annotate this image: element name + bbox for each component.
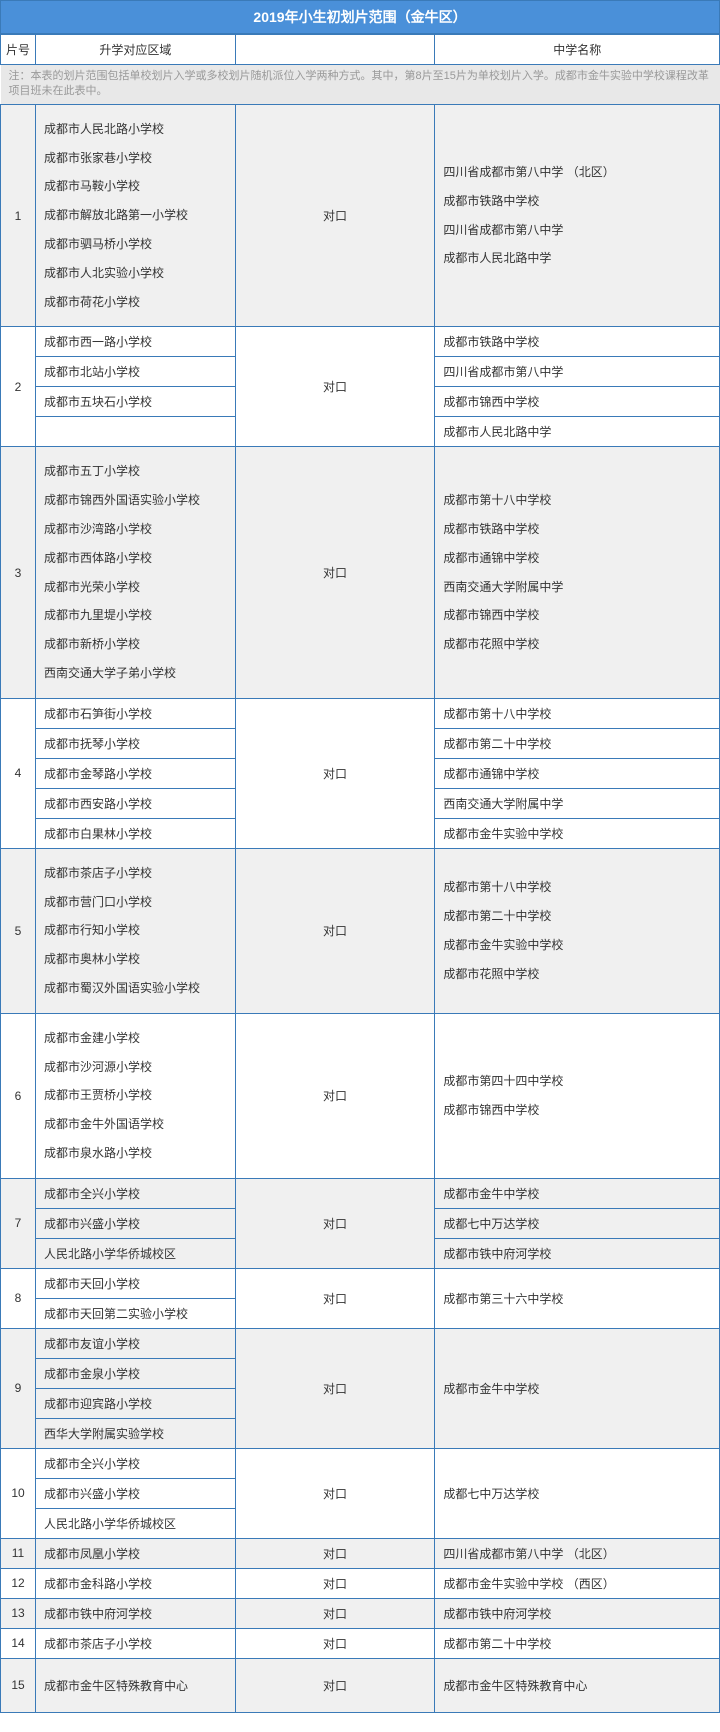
school-cell: 成都市金牛区特殊教育中心 — [35, 1658, 235, 1712]
mid-cell: 对口 — [235, 1568, 435, 1598]
mid-cell: 对口 — [235, 104, 435, 327]
header-area: 升学对应区域 — [35, 35, 235, 65]
school-cell: 西华大学附属实验学校 — [35, 1418, 235, 1448]
header-row: 片号 升学对应区域 中学名称 — [1, 35, 720, 65]
school-cell: 成都市天回小学校 — [35, 1268, 235, 1298]
mid-cell: 对口 — [235, 1628, 435, 1658]
mid-cell: 对口 — [235, 1013, 435, 1178]
ms-cell: 成都市第十八中学校 成都市第二十中学校 成都市金牛实验中学校 成都市花照中学校 — [435, 848, 720, 1013]
school-cell: 成都市兴盛小学校 — [35, 1208, 235, 1238]
school-cell: 成都市抚琴小学校 — [35, 728, 235, 758]
ms-cell: 西南交通大学附属中学 — [435, 788, 720, 818]
ms-cell: 成都七中万达学校 — [435, 1448, 720, 1538]
school-cell: 人民北路小学华侨城校区 — [35, 1238, 235, 1268]
school-cell: 成都市友谊小学校 — [35, 1328, 235, 1358]
ms-cell: 成都市第二十中学校 — [435, 1628, 720, 1658]
school-cell: 成都市全兴小学校 — [35, 1448, 235, 1478]
ms-cell: 成都市金牛区特殊教育中心 — [435, 1658, 720, 1712]
zone-num: 2 — [1, 327, 36, 447]
header-ms: 中学名称 — [435, 35, 720, 65]
header-num: 片号 — [1, 35, 36, 65]
school-cell: 成都市金科路小学校 — [35, 1568, 235, 1598]
mid-cell: 对口 — [235, 848, 435, 1013]
zone-num: 7 — [1, 1178, 36, 1268]
ms-cell: 四川省成都市第八中学 （北区） 成都市铁路中学校 四川省成都市第八中学 成都市人… — [435, 104, 720, 327]
zone-table: 片号 升学对应区域 中学名称 注：本表的划片范围包括单校划片入学或多校划片随机派… — [0, 34, 720, 1713]
zone-num: 3 — [1, 447, 36, 698]
ms-cell: 成都市金牛中学校 — [435, 1328, 720, 1448]
mid-cell: 对口 — [235, 1328, 435, 1448]
school-cell: 成都市全兴小学校 — [35, 1178, 235, 1208]
mid-cell: 对口 — [235, 327, 435, 447]
zone-num: 12 — [1, 1568, 36, 1598]
ms-cell: 成都市第三十六中学校 — [435, 1268, 720, 1328]
mid-cell: 对口 — [235, 447, 435, 698]
school-cell: 成都市茶店子小学校 成都市营门口小学校 成都市行知小学校 成都市奥林小学校 成都… — [35, 848, 235, 1013]
ms-cell: 成都市第十八中学校 — [435, 698, 720, 728]
school-cell: 成都市天回第二实验小学校 — [35, 1298, 235, 1328]
mid-cell: 对口 — [235, 1538, 435, 1568]
ms-cell: 成都市铁路中学校 — [435, 327, 720, 357]
school-cell: 成都市迎宾路小学校 — [35, 1388, 235, 1418]
note-text: 注：本表的划片范围包括单校划片入学或多校划片随机派位入学两种方式。其中，第8片至… — [1, 65, 720, 105]
ms-cell: 成都市第四十四中学校 成都市锦西中学校 — [435, 1013, 720, 1178]
school-cell — [35, 417, 235, 447]
table-title: 2019年小生初划片范围（金牛区） — [0, 0, 720, 34]
school-cell: 成都市石笋街小学校 — [35, 698, 235, 728]
school-cell: 成都市西安路小学校 — [35, 788, 235, 818]
ms-cell: 成都市金牛中学校 — [435, 1178, 720, 1208]
school-cell: 成都市茶店子小学校 — [35, 1628, 235, 1658]
zone-num: 15 — [1, 1658, 36, 1712]
school-cell: 成都市白果林小学校 — [35, 818, 235, 848]
ms-cell: 成都市铁中府河学校 — [435, 1598, 720, 1628]
zone-num: 1 — [1, 104, 36, 327]
school-cell: 成都市金泉小学校 — [35, 1358, 235, 1388]
mid-cell: 对口 — [235, 1598, 435, 1628]
ms-cell: 成都市金牛实验中学校 （西区） — [435, 1568, 720, 1598]
school-cell: 成都市金琴路小学校 — [35, 758, 235, 788]
zone-num: 14 — [1, 1628, 36, 1658]
ms-cell: 四川省成都市第八中学 — [435, 357, 720, 387]
header-mid — [235, 35, 435, 65]
zone-num: 10 — [1, 1448, 36, 1538]
mid-cell: 对口 — [235, 1448, 435, 1538]
ms-cell: 成都市第二十中学校 — [435, 728, 720, 758]
school-cell: 成都市五丁小学校 成都市锦西外国语实验小学校 成都市沙湾路小学校 成都市西体路小… — [35, 447, 235, 698]
zone-num: 6 — [1, 1013, 36, 1178]
note-row: 注：本表的划片范围包括单校划片入学或多校划片随机派位入学两种方式。其中，第8片至… — [1, 65, 720, 105]
ms-cell: 成都市人民北路中学 — [435, 417, 720, 447]
ms-cell: 成都市锦西中学校 — [435, 387, 720, 417]
school-cell: 成都市金建小学校 成都市沙河源小学校 成都市王贾桥小学校 成都市金牛外国语学校 … — [35, 1013, 235, 1178]
zone-num: 5 — [1, 848, 36, 1013]
school-cell: 成都市西一路小学校 — [35, 327, 235, 357]
ms-cell: 四川省成都市第八中学 （北区） — [435, 1538, 720, 1568]
zone-num: 9 — [1, 1328, 36, 1448]
school-cell: 人民北路小学华侨城校区 — [35, 1508, 235, 1538]
zone-num: 8 — [1, 1268, 36, 1328]
school-cell: 成都市铁中府河学校 — [35, 1598, 235, 1628]
school-cell: 成都市凤凰小学校 — [35, 1538, 235, 1568]
ms-cell: 成都市金牛实验中学校 — [435, 818, 720, 848]
ms-cell: 成都市铁中府河学校 — [435, 1238, 720, 1268]
ms-cell: 成都市第十八中学校 成都市铁路中学校 成都市通锦中学校 西南交通大学附属中学 成… — [435, 447, 720, 698]
zone-num: 11 — [1, 1538, 36, 1568]
mid-cell: 对口 — [235, 1178, 435, 1268]
school-cell: 成都市北站小学校 — [35, 357, 235, 387]
mid-cell: 对口 — [235, 698, 435, 848]
school-cell: 成都市五块石小学校 — [35, 387, 235, 417]
ms-cell: 成都市通锦中学校 — [435, 758, 720, 788]
zone-num: 13 — [1, 1598, 36, 1628]
school-cell: 成都市兴盛小学校 — [35, 1478, 235, 1508]
mid-cell: 对口 — [235, 1658, 435, 1712]
school-cell: 成都市人民北路小学校 成都市张家巷小学校 成都市马鞍小学校 成都市解放北路第一小… — [35, 104, 235, 327]
ms-cell: 成都七中万达学校 — [435, 1208, 720, 1238]
mid-cell: 对口 — [235, 1268, 435, 1328]
zone-num: 4 — [1, 698, 36, 848]
